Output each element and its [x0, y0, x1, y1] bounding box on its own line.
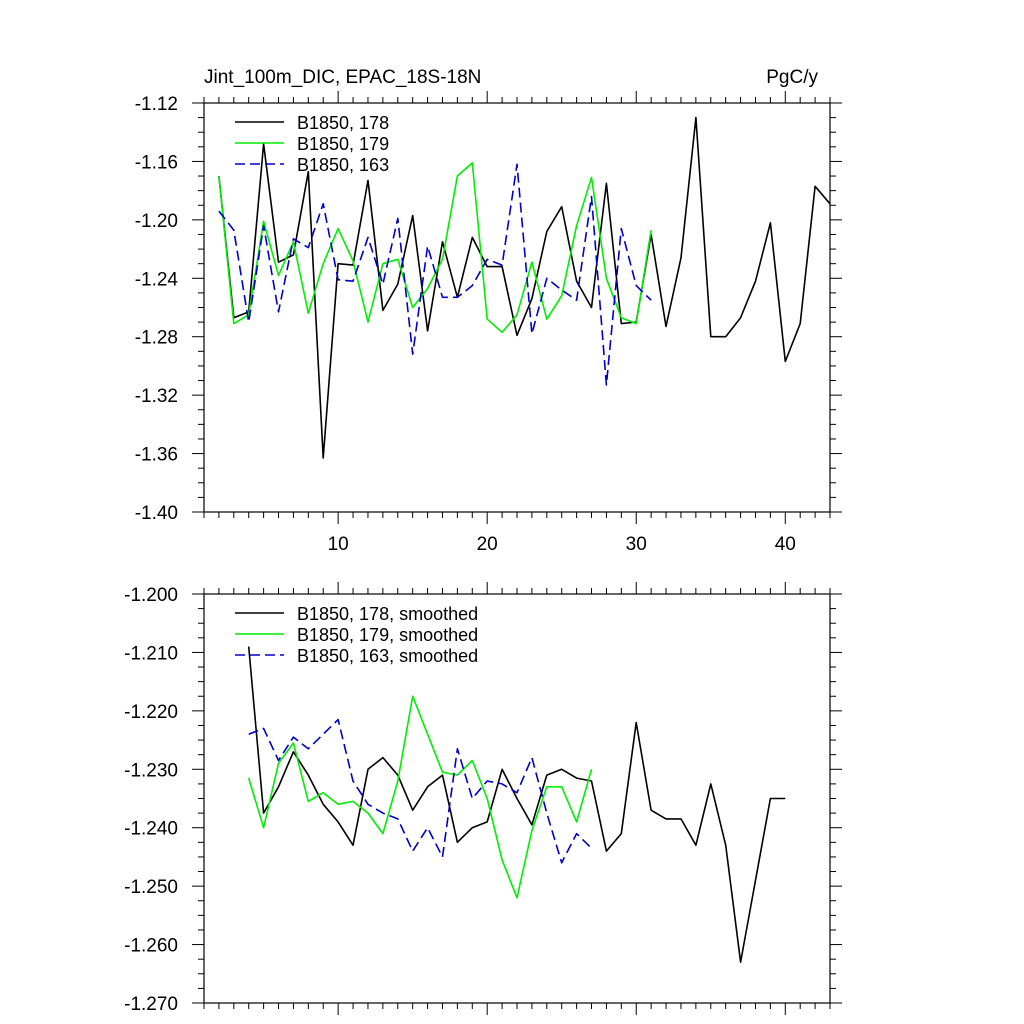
x-tick-label: 10 — [328, 534, 349, 555]
y-tick-label: -1.210 — [124, 643, 178, 664]
y-tick-label: -1.220 — [124, 702, 178, 723]
legend-label-3: B1850, 163 — [297, 155, 389, 175]
legend-label-2: B1850, 179, smoothed — [297, 625, 478, 645]
legend-label-1: B1850, 178 — [297, 113, 389, 133]
x-tick-label: 30 — [626, 534, 647, 555]
x-tick-label: 20 — [477, 534, 498, 555]
legend-label-2: B1850, 179 — [297, 134, 389, 154]
y-tick-label: -1.12 — [135, 94, 178, 115]
bottom-series — [247, 646, 786, 963]
y-tick-label: -1.260 — [124, 936, 178, 957]
series-line-3 — [248, 718, 593, 864]
series-line-2 — [218, 162, 652, 334]
top-panel: Jint_100m_DIC, EPAC_18S-18N PgC/y 10 20 30… — [135, 67, 842, 555]
legend-label-1: B1850, 178, smoothed — [297, 604, 478, 624]
y-tick-label: -1.230 — [124, 760, 178, 781]
legend-label-3: B1850, 163, smoothed — [297, 646, 478, 666]
top-title-right: PgC/y — [766, 67, 818, 88]
top-series — [218, 116, 831, 459]
y-tick-label: -1.200 — [124, 585, 178, 606]
series-line-3 — [218, 163, 652, 386]
series-line-2 — [247, 695, 593, 899]
y-tick-label: -1.240 — [124, 819, 178, 840]
y-tick-label: -1.36 — [135, 445, 178, 466]
y-tick-label: -1.28 — [135, 328, 178, 349]
top-ticks: 10 20 30 40 -1.12 -1.16 -1.20 -1.24 -1.28 -1.32 -1… — [135, 91, 842, 555]
y-tick-label: -1.250 — [124, 877, 178, 898]
series-line-1 — [218, 116, 831, 459]
bottom-ticks: -1.200 -1.210 -1.220 -1.230 -1.240 -1.250 -1.2… — [124, 582, 842, 1015]
bottom-panel: -1.200 -1.210 -1.220 -1.230 -1.240 -1.250 -1.2… — [124, 582, 842, 1015]
top-title-left: Jint_100m_DIC, EPAC_18S-18N — [204, 67, 481, 88]
y-tick-label: -1.20 — [135, 211, 178, 232]
series-line-1 — [247, 646, 786, 963]
y-tick-label: -1.270 — [124, 994, 178, 1015]
y-tick-label: -1.40 — [135, 503, 178, 524]
y-tick-label: -1.24 — [135, 269, 179, 290]
y-tick-label: -1.32 — [135, 386, 178, 407]
y-tick-label: -1.16 — [135, 152, 178, 173]
x-tick-label: 40 — [775, 534, 796, 555]
